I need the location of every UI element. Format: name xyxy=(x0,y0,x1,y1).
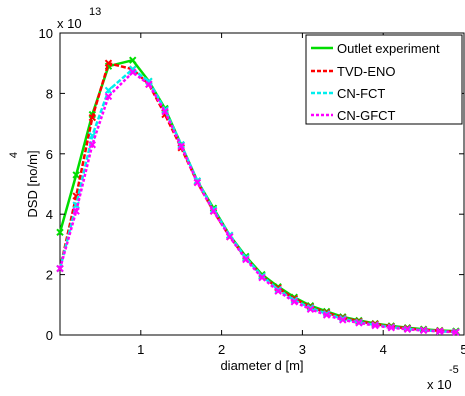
legend-box xyxy=(305,34,463,125)
series-cn-gfct xyxy=(56,68,460,336)
data-point-cn-gfct xyxy=(258,273,266,282)
y-axis-label-group: DSD [no/m] xyxy=(25,150,40,217)
y-tick-label: 10 xyxy=(39,26,53,41)
data-point-cn-gfct xyxy=(419,326,428,335)
data-point-outlet-experiment xyxy=(56,228,64,237)
y-axis-label-suffix: ] xyxy=(25,150,40,154)
data-point-cn-gfct xyxy=(274,287,282,295)
legend-label-cn-gfct: CN-GFCT xyxy=(337,108,396,123)
x-tick-label: 5 xyxy=(460,342,465,357)
data-point-cn-gfct xyxy=(322,311,331,319)
data-point-cn-gfct xyxy=(339,316,347,324)
y-tick-label: 2 xyxy=(46,268,53,283)
legend-entry-cn-gfct: CN-GFCT xyxy=(311,108,396,123)
data-point-cn-gfct xyxy=(209,207,218,215)
data-point-cn-gfct xyxy=(242,255,250,264)
y-tick-label: 4 xyxy=(46,207,53,222)
x-tick-label: 1 xyxy=(137,342,144,357)
data-point-cn-gfct xyxy=(161,107,169,116)
data-point-cn-gfct xyxy=(355,319,363,327)
data-point-cn-gfct xyxy=(387,324,395,332)
data-point-cn-gfct xyxy=(452,328,460,336)
data-point-cn-gfct xyxy=(88,141,97,149)
data-point-cn-gfct xyxy=(193,178,202,187)
data-point-outlet-experiment xyxy=(129,56,137,64)
x-axis-label: diameter d [m] xyxy=(220,358,303,373)
x-multiplier-exponent: -5 xyxy=(449,364,459,376)
y-axis-label-exponent: 4 xyxy=(8,152,20,158)
ticks-layer: 1 2 3 4 5 0 2 4 6 8 10 xyxy=(39,26,465,357)
data-point-cn-gfct xyxy=(72,207,80,215)
data-point-cn-gfct xyxy=(403,325,412,333)
legend-label-outlet-experiment: Outlet experiment xyxy=(337,41,440,56)
legend-entry-outlet-experiment: Outlet experiment xyxy=(311,41,440,56)
data-point-cn-gfct xyxy=(371,321,379,330)
legend-entry-cn-fct: CN-FCT xyxy=(311,86,385,101)
data-point-cn-fct xyxy=(306,304,315,312)
legend-entry-tvd-eno: TVD-ENO xyxy=(311,64,396,79)
legend-label-cn-fct: CN-FCT xyxy=(337,86,385,101)
data-point-tvd-eno xyxy=(104,59,113,67)
legend-label-tvd-eno: TVD-ENO xyxy=(337,64,396,79)
y-multiplier-base: x 10 xyxy=(57,16,82,31)
data-point-cn-gfct xyxy=(129,68,137,76)
x-multiplier-base: x 10 xyxy=(427,377,452,392)
data-point-cn-gfct xyxy=(306,305,315,314)
data-point-cn-fct xyxy=(104,86,113,95)
x-tick-label: 3 xyxy=(299,342,306,357)
y-tick-label: 6 xyxy=(46,147,53,162)
y-multiplier-exponent: 13 xyxy=(89,6,101,18)
data-point-outlet-experiment xyxy=(72,171,80,179)
data-point-cn-gfct xyxy=(225,233,234,241)
y-tick-label: 8 xyxy=(46,86,53,101)
data-point-cn-gfct xyxy=(436,327,444,336)
series-layer xyxy=(56,56,460,336)
data-point-cn-gfct xyxy=(177,142,185,150)
legend: Outlet experiment TVD-ENO CN-FCT CN-GFCT xyxy=(305,34,463,125)
y-axis-label-main: DSD [no/m xyxy=(25,154,40,218)
y-tick-label: 0 xyxy=(46,328,53,343)
x-tick-label: 2 xyxy=(218,342,225,357)
data-point-cn-gfct xyxy=(145,80,153,89)
data-point-tvd-eno xyxy=(88,113,97,122)
data-point-cn-gfct xyxy=(104,92,113,101)
x-tick-label: 4 xyxy=(380,342,387,357)
y-axis-label: DSD [no/m] xyxy=(25,150,40,217)
data-point-cn-gfct xyxy=(56,264,64,273)
data-point-cn-gfct xyxy=(290,298,299,306)
